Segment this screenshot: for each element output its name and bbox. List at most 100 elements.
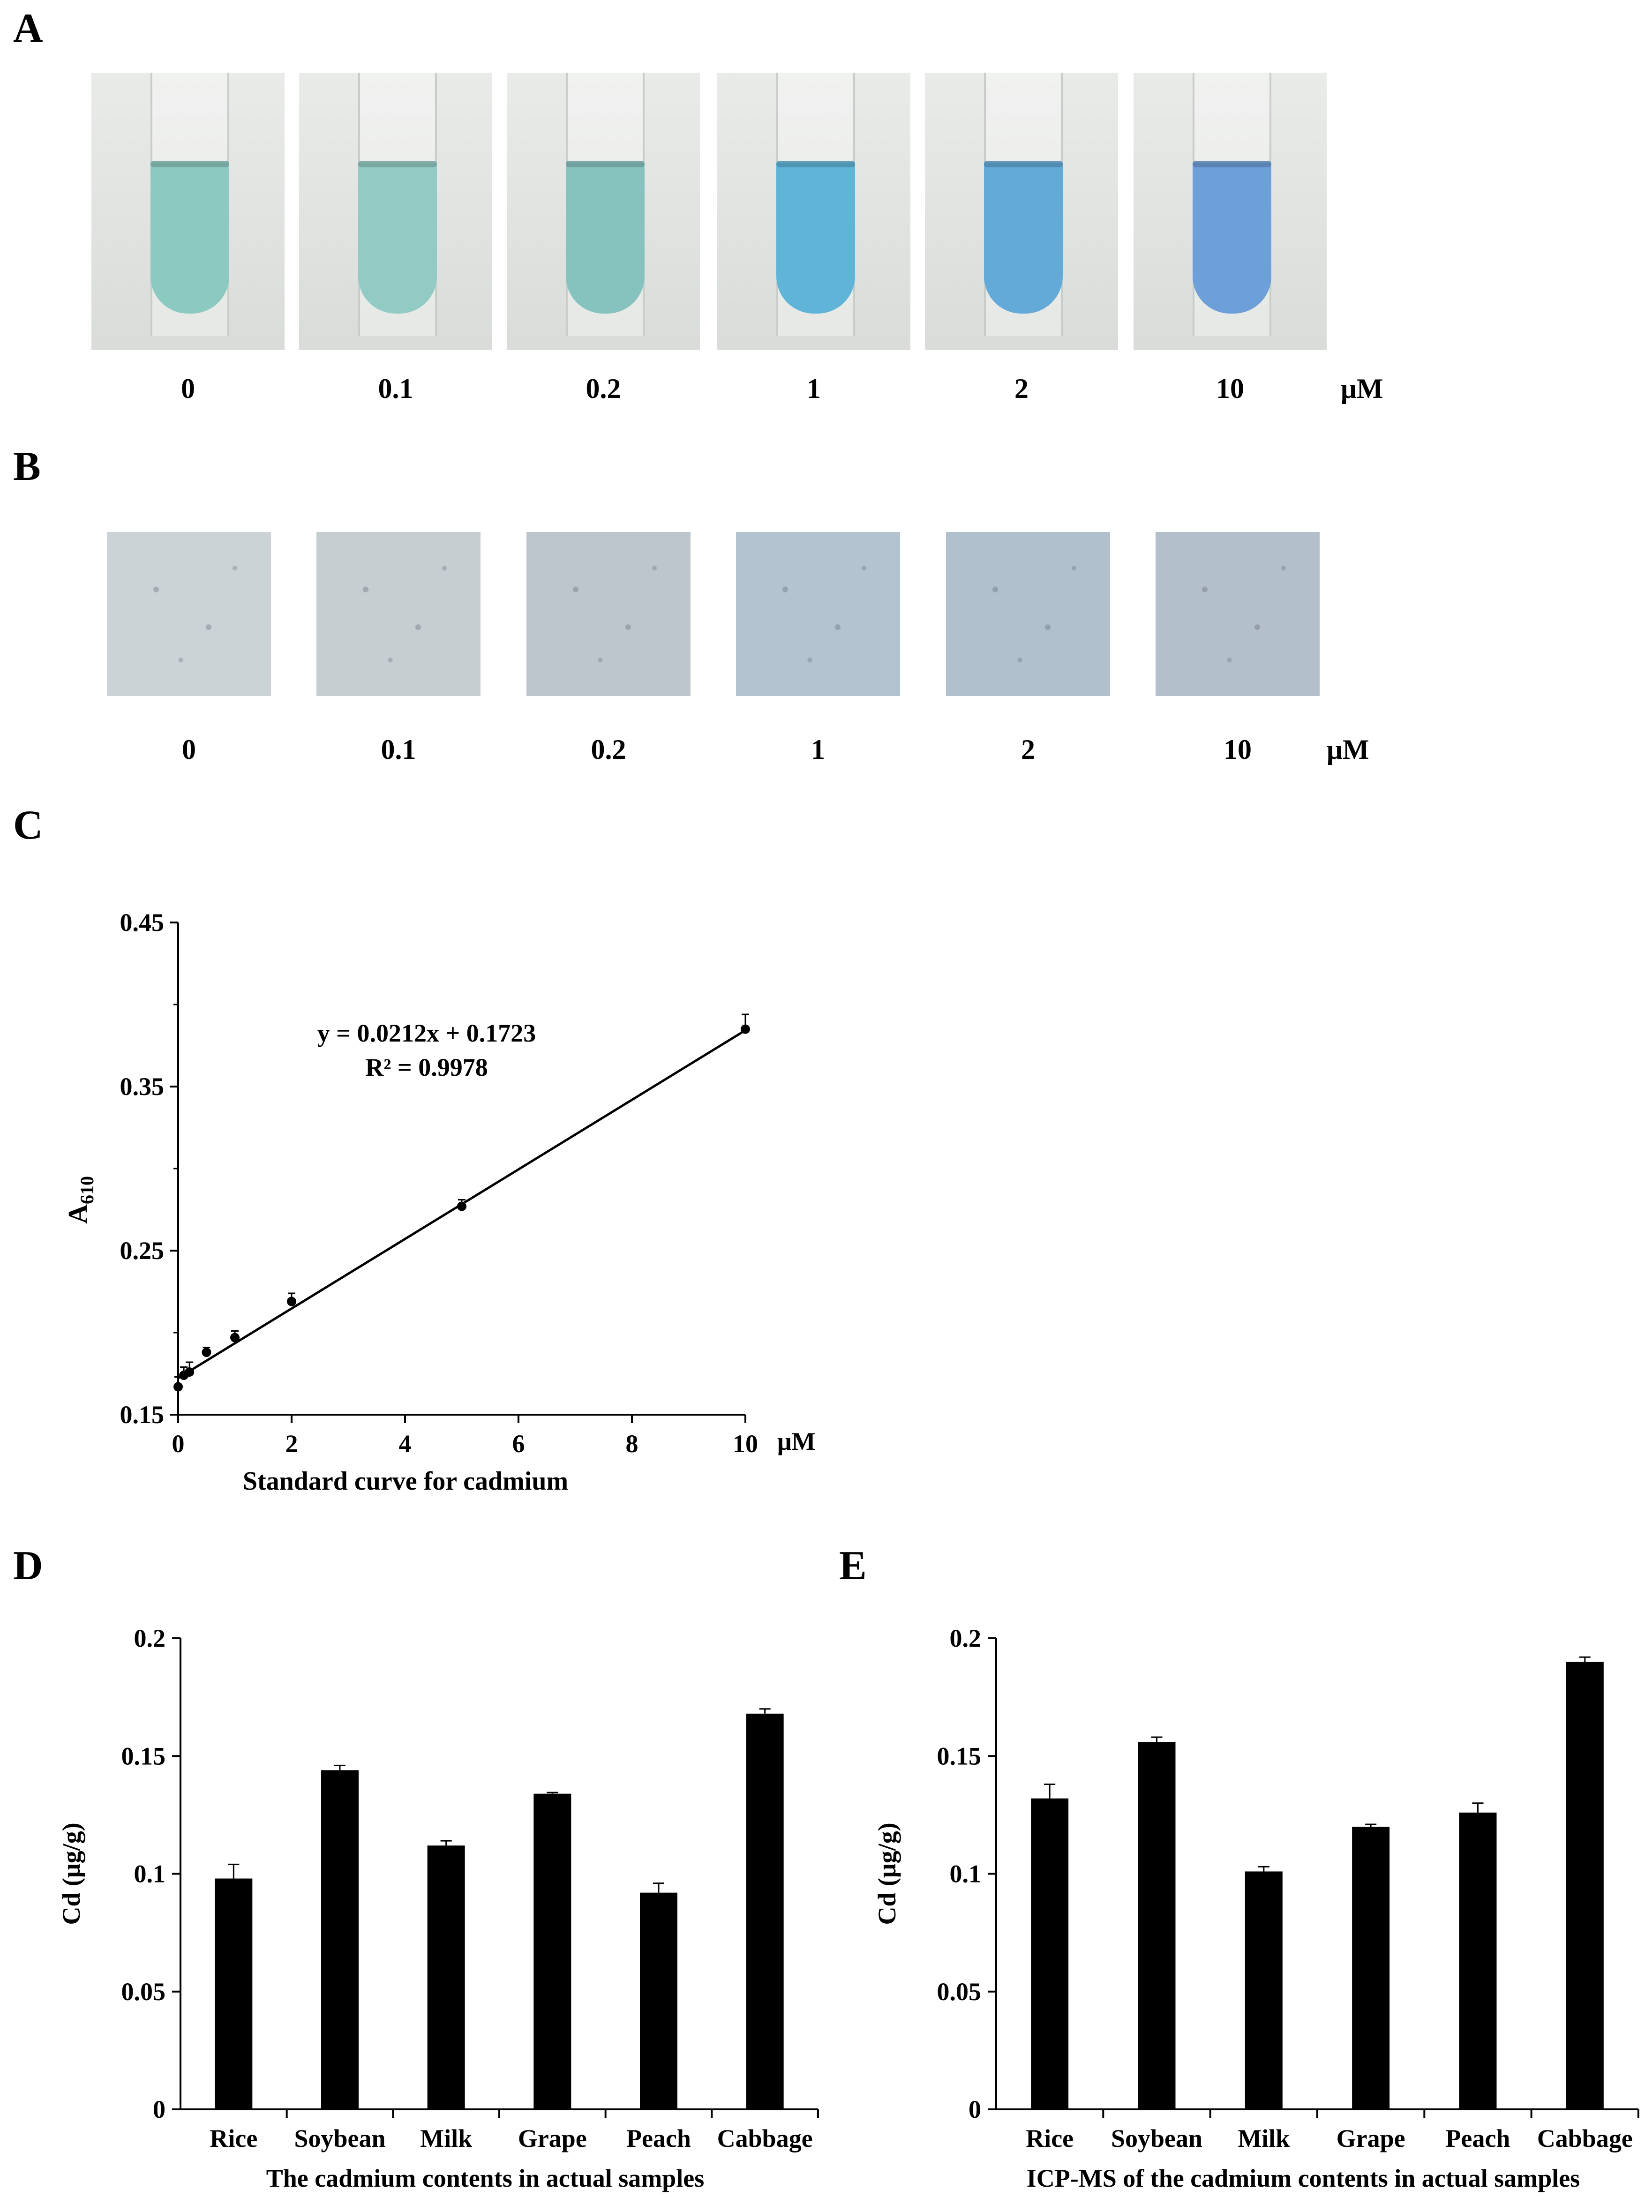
x-tick-label: 2 bbox=[285, 1430, 298, 1458]
strip-texture bbox=[316, 532, 481, 696]
strip-texture bbox=[526, 532, 691, 696]
test-strip-photo bbox=[526, 532, 691, 696]
tube-photo bbox=[299, 73, 492, 350]
y-tick-label: 0 bbox=[969, 2095, 981, 2123]
tube-unit-label: μM bbox=[1341, 373, 1383, 404]
category-label: Cabbage bbox=[1537, 2124, 1633, 2152]
tube-meniscus bbox=[984, 161, 1063, 167]
strip-concentration-label: 0.2 bbox=[591, 734, 626, 765]
panel-letter-e: E bbox=[839, 1543, 867, 1589]
strip-concentration-label: 10 bbox=[1224, 734, 1252, 765]
tube-concentration-label: 2 bbox=[1014, 373, 1029, 404]
data-point bbox=[185, 1367, 195, 1377]
tube-liquid bbox=[566, 163, 645, 314]
strip-concentration-label: 1 bbox=[811, 734, 825, 765]
bar bbox=[1352, 1827, 1390, 2109]
bar bbox=[427, 1845, 465, 2109]
x-tick-label: 8 bbox=[626, 1430, 638, 1458]
tube-concentration-label: 10 bbox=[1216, 373, 1244, 404]
strip-texture bbox=[946, 532, 1110, 696]
test-strip-photo bbox=[1156, 532, 1320, 696]
bar bbox=[321, 1770, 359, 2109]
category-label: Milk bbox=[1238, 2124, 1290, 2152]
y-tick-label: 0.35 bbox=[120, 1072, 165, 1101]
y-tick-label: 0.2 bbox=[134, 1624, 166, 1652]
tube-concentration-label: 0.2 bbox=[586, 373, 621, 404]
data-point bbox=[202, 1348, 211, 1357]
bar bbox=[746, 1713, 784, 2109]
category-label: Peach bbox=[626, 2124, 691, 2152]
tube-photo bbox=[91, 73, 285, 350]
y-tick-label: 0.45 bbox=[120, 908, 165, 937]
bar bbox=[1459, 1812, 1497, 2109]
test-strip-photo bbox=[736, 532, 900, 696]
cadmium-content-bar-chart: 0 0.05 0.1 0.15 0.2 Rice Soybean Milk Grape Peach… bbox=[57, 1624, 819, 2192]
tube-meniscus bbox=[150, 161, 229, 167]
y-tick-label: 0.15 bbox=[121, 1742, 166, 1770]
data-point bbox=[287, 1297, 296, 1306]
panel-letter-d: D bbox=[13, 1543, 43, 1589]
tube-liquid bbox=[150, 163, 229, 314]
tube-liquid bbox=[776, 163, 855, 314]
x-tick-label: 10 bbox=[733, 1430, 758, 1458]
test-strip-photo bbox=[316, 532, 481, 696]
y-tick-label: 0 bbox=[153, 2095, 165, 2123]
y-tick-label: 0.15 bbox=[120, 1401, 165, 1429]
tube-photo bbox=[1134, 73, 1327, 350]
tube-photo bbox=[507, 73, 700, 350]
y-tick-label: 0.25 bbox=[120, 1237, 165, 1265]
chart-title: ICP-MS of the cadmium contents in actual… bbox=[1027, 2164, 1580, 2192]
strip-concentration-label: 2 bbox=[1021, 734, 1035, 765]
x-tick-label: 6 bbox=[512, 1430, 525, 1458]
y-axis-title-main: A bbox=[62, 1204, 93, 1224]
y-axis-title: A610 bbox=[62, 1176, 98, 1224]
test-strip-photo bbox=[107, 532, 271, 696]
bar bbox=[1138, 1742, 1176, 2109]
data-point bbox=[741, 1024, 750, 1034]
category-label: Peach bbox=[1446, 2124, 1510, 2152]
strip-unit-label: μM bbox=[1327, 734, 1369, 765]
tube-photo bbox=[925, 73, 1118, 350]
strip-texture bbox=[1156, 532, 1320, 696]
category-label: Milk bbox=[420, 2124, 472, 2152]
tube-concentration-label: 0 bbox=[181, 373, 195, 404]
icp-ms-bar-chart: 0 0.05 0.1 0.15 0.2 Rice Soybean Milk Grape Peach… bbox=[873, 1624, 1639, 2192]
category-label: Soybean bbox=[294, 2124, 385, 2152]
strip-texture bbox=[107, 532, 271, 696]
bar bbox=[1566, 1662, 1604, 2109]
tube-liquid bbox=[358, 163, 437, 314]
tube-concentration-label: 0.1 bbox=[378, 373, 413, 404]
tube-liquid bbox=[1193, 163, 1271, 314]
category-label: Grape bbox=[1337, 2124, 1405, 2152]
r-squared-label: R² = 0.9978 bbox=[365, 1053, 488, 1081]
data-point bbox=[457, 1201, 466, 1211]
test-strip-photo bbox=[946, 532, 1110, 696]
tube-concentration-label: 1 bbox=[807, 373, 821, 404]
y-axis-title-subscript: 610 bbox=[76, 1176, 98, 1204]
standard-curve-chart: 0.15 0.25 0.35 0.45 0 2 4 6 8 10 μM Standard curve … bbox=[62, 908, 816, 1496]
category-label: Grape bbox=[518, 2124, 587, 2152]
data-point bbox=[173, 1382, 183, 1392]
y-tick-label: 0.05 bbox=[121, 1978, 166, 2006]
tube-meniscus bbox=[566, 161, 645, 167]
category-label: Rice bbox=[1026, 2124, 1074, 2152]
y-axis-title: Cd (μg/g) bbox=[873, 1822, 901, 1925]
category-label: Soybean bbox=[1111, 2124, 1202, 2152]
y-tick-label: 0.1 bbox=[950, 1860, 982, 1888]
panel-letter-b: B bbox=[13, 444, 41, 489]
panel-letter-c: C bbox=[13, 802, 43, 848]
x-tick-label: 0 bbox=[172, 1430, 185, 1458]
chart-title: The cadmium contents in actual samples bbox=[266, 2164, 705, 2192]
tube-meniscus bbox=[1193, 161, 1271, 167]
y-tick-label: 0.2 bbox=[950, 1624, 982, 1652]
regression-equation: y = 0.0212x + 0.1723 bbox=[317, 1019, 536, 1047]
panel-letter-a: A bbox=[13, 6, 43, 51]
strip-concentration-label: 0.1 bbox=[381, 734, 416, 765]
bar bbox=[1031, 1798, 1069, 2109]
strip-texture bbox=[736, 532, 900, 696]
tube-meniscus bbox=[358, 161, 437, 167]
category-label: Rice bbox=[210, 2124, 257, 2152]
bar bbox=[215, 1878, 253, 2109]
tube-meniscus bbox=[776, 161, 855, 167]
tube-photo bbox=[717, 73, 910, 350]
